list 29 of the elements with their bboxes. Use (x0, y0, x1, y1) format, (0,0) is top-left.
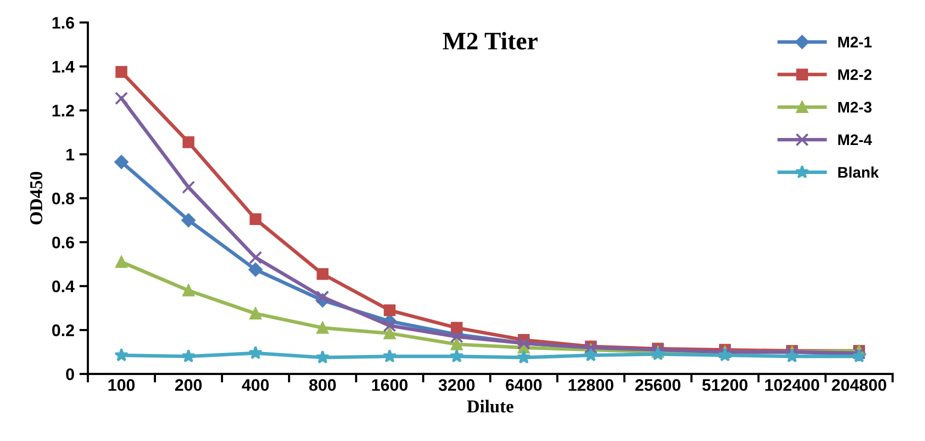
x-tick-label: 6400 (506, 379, 542, 391)
chart-title: M2 Titer (442, 32, 538, 50)
x-tick-label: 12800 (568, 379, 614, 391)
x-tick-label: 200 (175, 379, 202, 391)
x-axis-title: Dilute (467, 400, 514, 413)
x-tick-label: 1600 (372, 379, 408, 391)
legend-label: M2-2 (838, 69, 872, 80)
x-tick-label: 204800 (832, 379, 886, 391)
y-tick-label: 0.8 (52, 192, 74, 204)
y-tick-label: 0.6 (52, 236, 74, 248)
y-tick-label: 0 (66, 368, 74, 380)
x-tick-label: 3200 (438, 379, 475, 391)
y-tick-label: 1.2 (52, 104, 74, 116)
y-tick-label: 1.4 (52, 61, 75, 72)
y-tick-label: 0.4 (52, 280, 75, 292)
legend-label: M2-4 (838, 134, 872, 146)
x-tick-label: 102400 (765, 379, 820, 391)
x-tick-label: 800 (309, 379, 336, 391)
y-axis-title: OD450 (30, 172, 42, 224)
y-tick-label: 0.2 (52, 324, 74, 336)
legend-label: M2-3 (838, 102, 872, 113)
y-tick-label: 1 (66, 148, 74, 160)
legend-label: M2-1 (838, 36, 872, 48)
x-tick-label: 400 (242, 379, 269, 391)
x-tick-label: 51200 (702, 379, 748, 391)
y-tick-label: 1.6 (52, 16, 74, 29)
x-tick-label: 100 (108, 379, 135, 391)
legend-label: Blank (838, 166, 879, 178)
x-tick-label: 25600 (635, 379, 680, 391)
